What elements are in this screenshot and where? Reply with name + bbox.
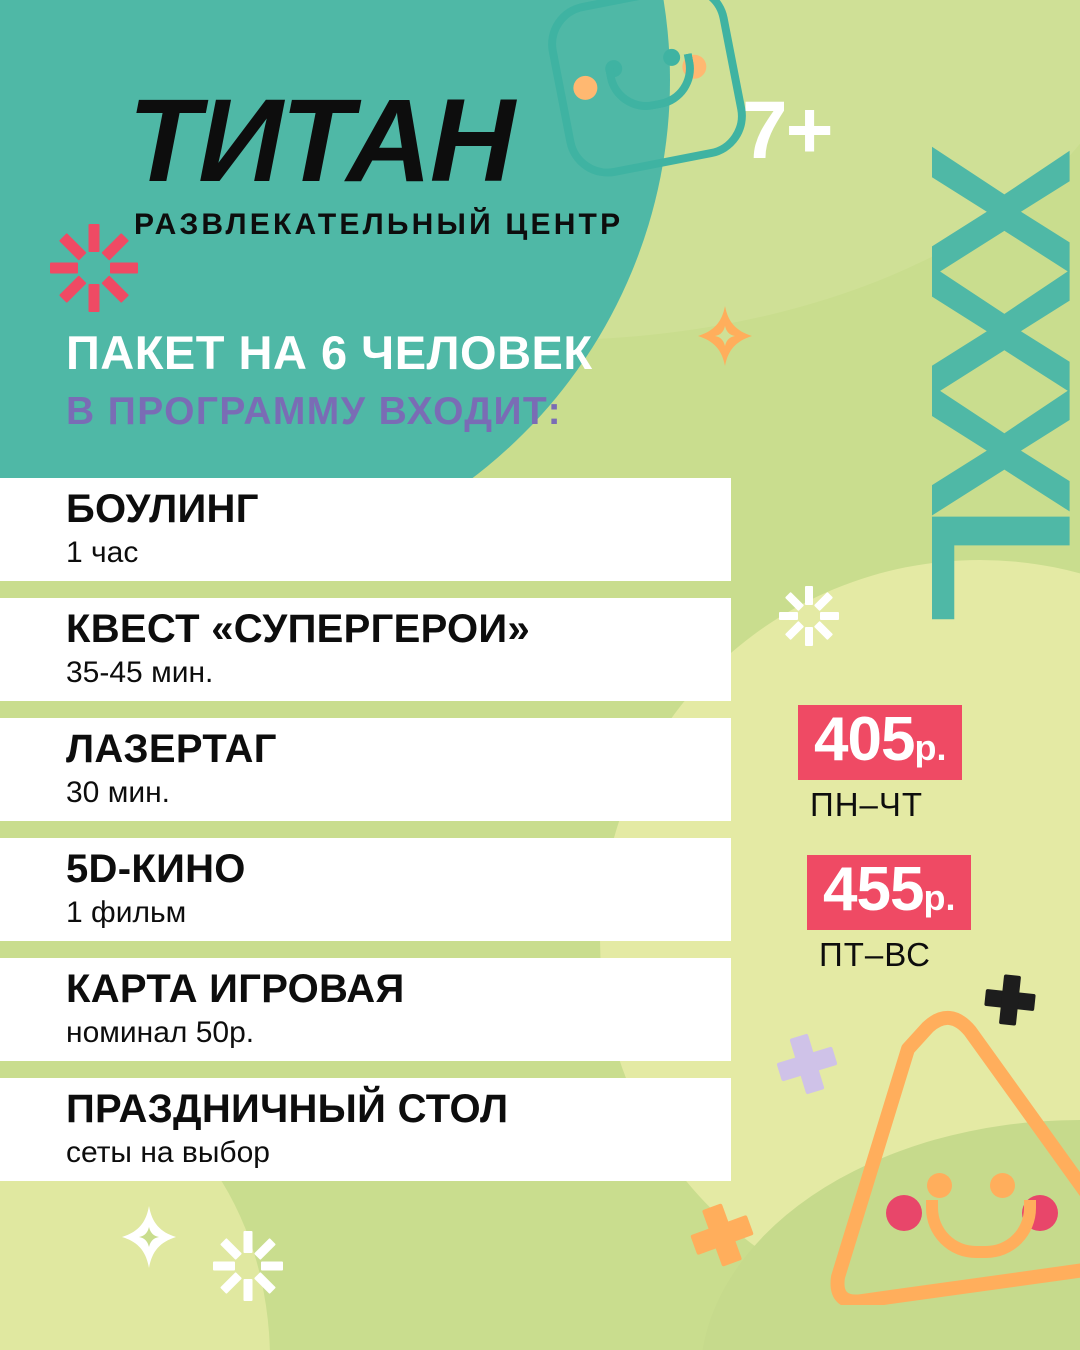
- starburst-white-icon: [778, 585, 840, 647]
- starburst-ray: [784, 620, 805, 641]
- xxxl-decor-text: XXXL: [889, 145, 1080, 612]
- list-item: КВЕСТ «СУПЕРГЕРОИ» 35-45 мин.: [0, 598, 731, 701]
- starburst-ray: [101, 232, 130, 261]
- starburst-ray: [805, 627, 813, 646]
- list-item: БОУЛИНГ 1 час: [0, 478, 731, 581]
- price-block-weekday: 405р. ПН–ЧТ: [798, 705, 963, 824]
- include-title: ЛАЗЕРТАГ: [66, 727, 277, 771]
- starburst-ray: [50, 262, 78, 274]
- starburst-ray: [784, 591, 805, 612]
- include-detail: 35-45 мин.: [66, 656, 214, 690]
- cross-black-icon: [983, 973, 1038, 1028]
- starburst-ray: [243, 1279, 253, 1301]
- starburst-ray: [58, 232, 87, 261]
- starburst-ray: [820, 612, 839, 620]
- starburst-ray: [261, 1261, 283, 1271]
- list-item: ПРАЗДНИЧНЫЙ СТОЛ сеты на выбор: [0, 1078, 731, 1181]
- starburst-ray: [101, 275, 130, 304]
- cross-bar-vertical: [998, 974, 1022, 1026]
- starburst-ray: [254, 1238, 276, 1260]
- price-chip: 405р.: [798, 705, 963, 781]
- list-item: ЛАЗЕРТАГ 30 мин.: [0, 718, 731, 821]
- include-detail: 1 фильм: [66, 896, 187, 930]
- starburst-ray: [220, 1238, 242, 1260]
- include-title: ПРАЗДНИЧНЫЙ СТОЛ: [66, 1087, 509, 1131]
- starburst-ray: [220, 1272, 242, 1294]
- include-detail: 1 час: [66, 536, 139, 570]
- starburst-ray: [110, 262, 138, 274]
- smiley-eye-right: [990, 1173, 1015, 1198]
- starburst-ray: [813, 591, 834, 612]
- starburst-ray: [254, 1272, 276, 1294]
- age-rating-badge: 7+: [742, 85, 833, 176]
- include-title: КАРТА ИГРОВАЯ: [66, 967, 405, 1011]
- sparkle-white-icon: [122, 1206, 176, 1273]
- list-item: 5D-КИНО 1 фильм: [0, 838, 731, 941]
- price-amount: 405: [814, 705, 915, 774]
- include-title: КВЕСТ «СУПЕРГЕРОИ»: [66, 607, 531, 651]
- brand-subtitle: РАЗВЛЕКАТЕЛЬНЫЙ ЦЕНТР: [134, 208, 624, 241]
- include-title: 5D-КИНО: [66, 847, 246, 891]
- include-title: БОУЛИНГ: [66, 487, 259, 531]
- include-detail: сеты на выбор: [66, 1136, 270, 1170]
- starburst-ray: [58, 275, 87, 304]
- starburst-pink-icon: [48, 222, 140, 314]
- price-currency: р.: [923, 877, 956, 918]
- starburst-ray: [779, 612, 798, 620]
- brand-title: ТИТАН: [128, 75, 515, 207]
- starburst-ray: [213, 1261, 235, 1271]
- price-amount: 455: [823, 855, 924, 924]
- package-heading: ПАКЕТ НА 6 ЧЕЛОВЕК: [66, 326, 593, 379]
- starburst-white-icon: [212, 1230, 284, 1302]
- starburst-ray: [813, 620, 834, 641]
- starburst-ray: [88, 284, 100, 312]
- price-currency: р.: [914, 727, 947, 768]
- sparkle-orange-icon: [698, 306, 752, 371]
- program-heading: В ПРОГРАММУ ВХОДИТ:: [66, 390, 563, 433]
- list-item: КАРТА ИГРОВАЯ номинал 50р.: [0, 958, 731, 1061]
- smiley-face-orange-icon: [800, 1005, 1080, 1305]
- price-days: ПТ–ВС: [819, 936, 931, 974]
- price-days: ПН–ЧТ: [810, 786, 924, 824]
- brand-block: ТИТАН РАЗВЛЕКАТЕЛЬНЫЙ ЦЕНТР: [128, 82, 648, 242]
- price-chip: 455р.: [807, 855, 972, 931]
- include-detail: номинал 50р.: [66, 1016, 255, 1050]
- starburst-ray: [243, 1231, 253, 1253]
- price-block-weekend: 455р. ПТ–ВС: [807, 855, 972, 974]
- include-detail: 30 мин.: [66, 776, 170, 810]
- smiley-eye-left: [927, 1173, 952, 1198]
- includes-list: БОУЛИНГ 1 час КВЕСТ «СУПЕРГЕРОИ» 35-45 м…: [0, 478, 731, 1198]
- smiley-cheek-left: [886, 1195, 922, 1231]
- starburst-ray: [88, 224, 100, 252]
- starburst-ray: [805, 586, 813, 605]
